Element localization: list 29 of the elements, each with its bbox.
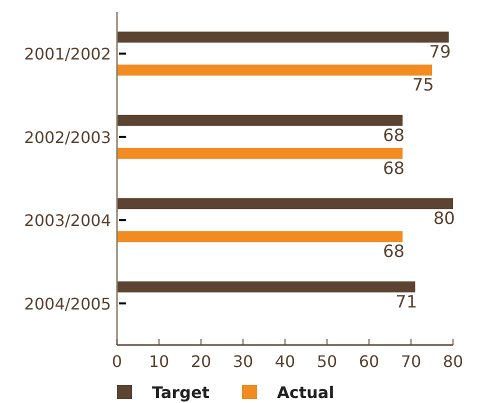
- y-tick-label: 2003/2004: [24, 211, 111, 230]
- y-tick-label: 2004/2005: [24, 294, 111, 314]
- y-tick-label: 2002/2003: [24, 128, 111, 147]
- data-label: 68: [382, 126, 405, 146]
- x-tick-label: 10: [148, 352, 170, 371]
- data-label: 68: [382, 158, 405, 179]
- legend-label: Actual: [277, 383, 334, 402]
- data-label: 80: [433, 209, 455, 230]
- bar: [117, 198, 453, 210]
- x-tick-label: 70: [400, 352, 422, 371]
- y-tick-label: 2001/2002: [24, 44, 111, 64]
- bar: [117, 32, 449, 43]
- x-tick-label: 0: [112, 352, 122, 371]
- bar: [117, 231, 403, 242]
- data-label: 71: [396, 292, 418, 312]
- bar: [117, 114, 403, 126]
- data-label: 79: [429, 42, 451, 63]
- x-tick-label: 80: [442, 352, 464, 371]
- bar: [117, 281, 416, 292]
- x-tick-label: 50: [316, 352, 338, 371]
- x-tick-label: 30: [232, 352, 254, 371]
- x-tick-label: 40: [274, 352, 296, 371]
- legend-label: Target: [152, 383, 210, 402]
- x-tick-label: 60: [358, 352, 380, 371]
- data-label: 75: [412, 76, 434, 96]
- bar: [117, 64, 432, 76]
- data-label: 68: [382, 242, 405, 262]
- bar: [117, 148, 403, 159]
- x-tick-label: 20: [190, 352, 212, 371]
